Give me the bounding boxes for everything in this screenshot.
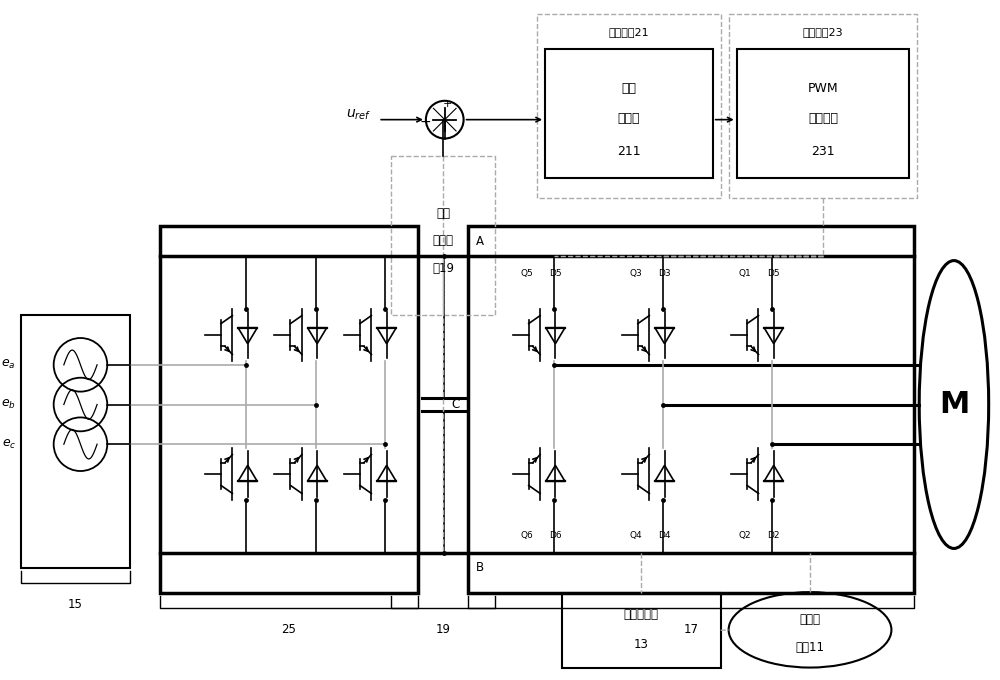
Text: 调节装置21: 调节装置21 (609, 27, 649, 37)
Text: D6: D6 (549, 530, 562, 539)
Text: Q6: Q6 (520, 530, 533, 539)
Bar (737, 49, 909, 178)
Text: D3: D3 (658, 269, 671, 278)
Bar (391, 156, 495, 316)
Text: 磁悬浮: 磁悬浮 (800, 613, 821, 626)
Text: −: − (419, 114, 431, 129)
Text: Q4: Q4 (629, 530, 642, 539)
Text: Q1: Q1 (738, 269, 751, 278)
Text: 控制装置23: 控制装置23 (803, 27, 843, 37)
Bar (160, 226, 418, 593)
Text: 轴承控制器: 轴承控制器 (624, 609, 659, 622)
Text: 15: 15 (68, 598, 83, 611)
Text: 调节环: 调节环 (618, 112, 640, 125)
Text: D4: D4 (658, 530, 671, 539)
Text: 211: 211 (617, 145, 641, 158)
Text: 电压: 电压 (621, 82, 636, 95)
Bar (562, 593, 721, 668)
Bar (545, 49, 713, 178)
Text: 25: 25 (281, 623, 296, 636)
Text: M: M (939, 390, 969, 419)
Text: Q3: Q3 (629, 269, 642, 278)
Text: D5: D5 (549, 269, 562, 278)
Text: B: B (476, 562, 484, 575)
Text: D2: D2 (767, 530, 780, 539)
Text: Q2: Q2 (739, 530, 751, 539)
Text: 13: 13 (634, 639, 649, 651)
Text: 231: 231 (811, 145, 835, 158)
Text: 输出模块: 输出模块 (808, 112, 838, 125)
Bar (537, 14, 721, 198)
Text: +: + (442, 99, 452, 109)
Text: PWM: PWM (808, 82, 838, 95)
Text: $e_c$: $e_c$ (2, 438, 16, 451)
Text: A: A (476, 235, 484, 248)
Text: $e_a$: $e_a$ (1, 358, 16, 371)
Text: 采集装: 采集装 (433, 234, 454, 248)
Bar (468, 226, 914, 593)
Text: $u_{ref}$: $u_{ref}$ (346, 107, 371, 122)
Text: D5: D5 (767, 269, 780, 278)
Text: $e_b$: $e_b$ (1, 398, 16, 411)
Text: Q5: Q5 (520, 269, 533, 278)
Text: 置19: 置19 (432, 262, 454, 275)
Text: 电压: 电压 (436, 207, 450, 220)
Bar (729, 14, 917, 198)
Text: 19: 19 (436, 623, 451, 636)
Text: 17: 17 (683, 623, 698, 636)
Text: C: C (452, 398, 460, 411)
Bar (21, 316, 130, 568)
Text: 轴承11: 轴承11 (796, 641, 825, 654)
